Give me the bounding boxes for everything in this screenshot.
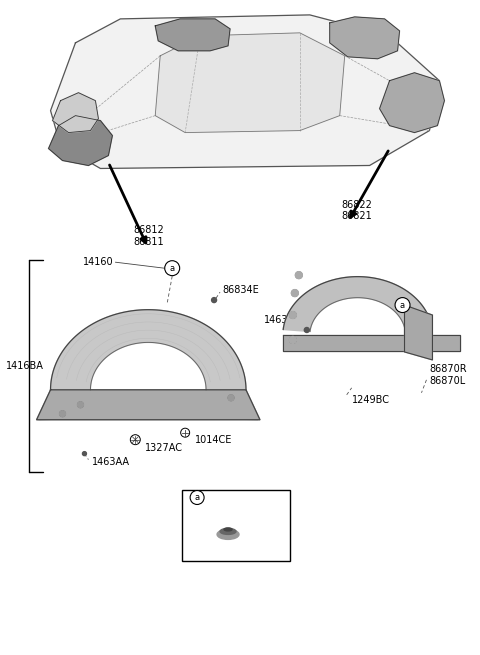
Polygon shape [283, 276, 432, 331]
Polygon shape [48, 116, 112, 166]
Polygon shape [405, 305, 432, 360]
Circle shape [165, 261, 180, 276]
Text: 86870R
86870L: 86870R 86870L [430, 364, 467, 386]
Polygon shape [50, 15, 439, 168]
Circle shape [291, 290, 299, 297]
Polygon shape [36, 390, 260, 420]
Circle shape [212, 297, 216, 303]
Polygon shape [52, 92, 98, 132]
Polygon shape [283, 335, 460, 351]
Polygon shape [38, 390, 208, 420]
Polygon shape [330, 17, 399, 59]
Circle shape [395, 297, 410, 312]
Circle shape [304, 328, 309, 333]
Text: a: a [169, 264, 175, 272]
Ellipse shape [217, 529, 239, 539]
Text: 86834E: 86834E [222, 285, 259, 295]
Text: 1463AA: 1463AA [93, 457, 131, 466]
Ellipse shape [224, 528, 232, 531]
Circle shape [60, 411, 65, 417]
Text: a: a [194, 493, 200, 502]
Circle shape [228, 395, 234, 401]
Polygon shape [380, 73, 444, 132]
Circle shape [83, 452, 86, 456]
Text: 86812
86811: 86812 86811 [133, 225, 164, 247]
Text: 1463AA: 1463AA [264, 315, 302, 325]
Polygon shape [155, 33, 345, 132]
Circle shape [130, 435, 140, 445]
Text: 84145A: 84145A [228, 493, 265, 502]
Circle shape [289, 312, 296, 318]
Text: 1416BA: 1416BA [6, 361, 44, 371]
Circle shape [190, 491, 204, 504]
Text: 14160: 14160 [83, 257, 113, 267]
Polygon shape [88, 390, 258, 420]
Text: 86822
86821: 86822 86821 [342, 200, 372, 221]
Text: a: a [400, 301, 405, 310]
Polygon shape [50, 310, 246, 390]
Text: 1014CE: 1014CE [195, 435, 232, 445]
Ellipse shape [220, 529, 236, 534]
Text: 1327AC: 1327AC [145, 443, 183, 453]
FancyBboxPatch shape [182, 489, 290, 561]
Polygon shape [155, 19, 230, 51]
Circle shape [295, 272, 302, 278]
Circle shape [289, 337, 296, 343]
Circle shape [180, 428, 190, 437]
Circle shape [77, 402, 84, 408]
Text: 1249BC: 1249BC [352, 395, 390, 405]
